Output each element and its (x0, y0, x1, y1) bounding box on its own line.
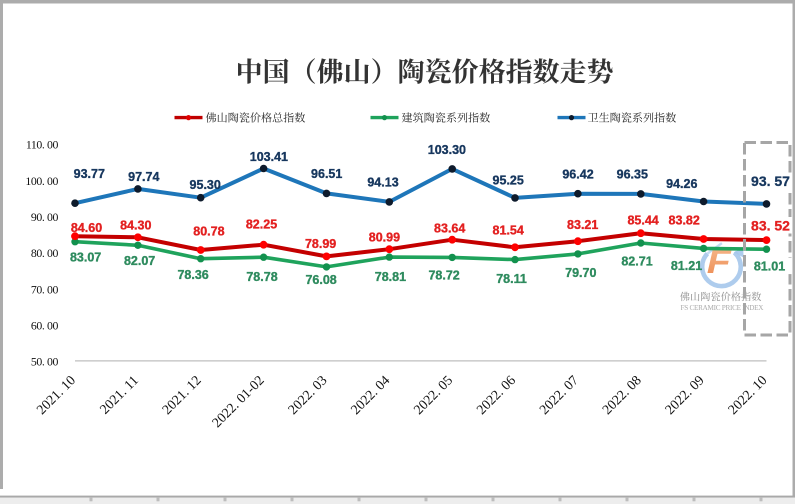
svg-text:81.01: 81.01 (754, 260, 785, 274)
svg-text:83.64: 83.64 (434, 221, 465, 235)
svg-text:79.70: 79.70 (565, 266, 596, 280)
svg-text:97.74: 97.74 (128, 170, 159, 184)
svg-text:94.26: 94.26 (666, 177, 697, 191)
svg-text:82.71: 82.71 (621, 254, 652, 268)
svg-text:93. 57: 93. 57 (751, 173, 790, 189)
svg-text:80. 00: 80. 00 (31, 246, 59, 260)
svg-text:78.81: 78.81 (375, 270, 406, 284)
svg-text:81.54: 81.54 (493, 224, 524, 238)
svg-text:60. 00: 60. 00 (31, 318, 59, 332)
svg-text:78.36: 78.36 (177, 268, 208, 282)
svg-text:110. 00: 110. 00 (26, 138, 59, 152)
svg-text:78.99: 78.99 (305, 237, 336, 251)
svg-text:100. 00: 100. 00 (25, 174, 58, 188)
svg-text:96.42: 96.42 (562, 168, 593, 182)
svg-text:96.51: 96.51 (311, 167, 342, 181)
svg-text:93.77: 93.77 (74, 167, 105, 181)
svg-text:76.08: 76.08 (305, 273, 336, 287)
svg-text:82.07: 82.07 (124, 254, 155, 268)
svg-text:80.99: 80.99 (369, 230, 400, 244)
svg-text:94.13: 94.13 (367, 176, 398, 190)
svg-text:78.78: 78.78 (246, 270, 277, 284)
svg-text:70. 00: 70. 00 (31, 282, 59, 296)
svg-text:96.35: 96.35 (617, 168, 648, 182)
svg-text:90. 00: 90. 00 (31, 210, 59, 224)
svg-text:50. 00: 50. 00 (31, 355, 59, 369)
svg-text:95.30: 95.30 (190, 178, 221, 192)
svg-text:83. 52: 83. 52 (751, 218, 790, 234)
svg-text:84.60: 84.60 (71, 221, 102, 235)
svg-text:81.21: 81.21 (671, 259, 702, 273)
svg-text:95.25: 95.25 (493, 174, 524, 188)
svg-text:FS CERAMIC PRICE INDEX: FS CERAMIC PRICE INDEX (681, 304, 765, 312)
svg-text:84.30: 84.30 (120, 218, 151, 232)
svg-text:83.82: 83.82 (669, 213, 700, 227)
svg-text:78.72: 78.72 (428, 269, 459, 283)
svg-text:78.11: 78.11 (496, 272, 527, 286)
svg-text:103.41: 103.41 (250, 150, 288, 164)
svg-text:83.07: 83.07 (70, 250, 101, 264)
svg-text:82.25: 82.25 (246, 217, 277, 231)
svg-text:83.21: 83.21 (567, 218, 598, 232)
svg-text:85.44: 85.44 (627, 213, 658, 227)
svg-text:80.78: 80.78 (193, 224, 224, 238)
svg-text:103.30: 103.30 (428, 143, 466, 157)
